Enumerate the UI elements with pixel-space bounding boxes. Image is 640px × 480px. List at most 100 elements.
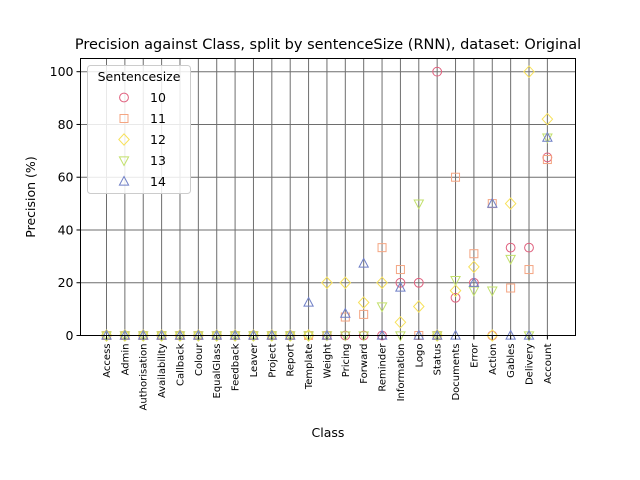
marker-series-12 bbox=[468, 260, 480, 274]
marker-series-14 bbox=[339, 307, 351, 318]
marker-series-13 bbox=[450, 276, 461, 287]
x-tick-label: Delivery bbox=[525, 343, 536, 385]
marker-series-13 bbox=[339, 331, 351, 342]
marker-series-13 bbox=[119, 331, 131, 342]
marker-series-14 bbox=[468, 276, 480, 287]
marker-series-13 bbox=[229, 331, 241, 342]
x-tick-label: Report bbox=[286, 343, 297, 376]
x-tick-label: Leaver bbox=[249, 343, 260, 378]
data-markers bbox=[100, 65, 554, 342]
x-tick-label: Forward bbox=[359, 344, 370, 384]
x-tick-label: Callback bbox=[175, 343, 186, 386]
plot-frame bbox=[80, 58, 576, 336]
marker-series-13 bbox=[505, 254, 517, 266]
marker-series-13 bbox=[321, 331, 333, 342]
x-tick-label: Logo bbox=[414, 344, 425, 368]
marker-series-10 bbox=[450, 292, 461, 303]
marker-series-11 bbox=[359, 309, 369, 319]
legend-label-13: 13 bbox=[150, 153, 166, 168]
x-tick-label: Action bbox=[488, 344, 499, 375]
legend-marker-13 bbox=[118, 156, 130, 167]
x-tick-label: Project bbox=[267, 343, 278, 377]
marker-series-11 bbox=[469, 249, 479, 259]
legend-label-11: 11 bbox=[150, 111, 166, 126]
marker-series-13 bbox=[137, 331, 149, 342]
y-tick-label: 0 bbox=[66, 328, 74, 343]
marker-series-13 bbox=[303, 331, 315, 342]
x-tick-label: Weight bbox=[322, 343, 333, 378]
x-tick-label: Colour bbox=[194, 343, 205, 376]
marker-series-14 bbox=[541, 131, 553, 142]
marker-series-12 bbox=[376, 276, 388, 290]
marker-series-13 bbox=[284, 331, 296, 342]
marker-series-10 bbox=[432, 66, 443, 77]
legend: Sentencesize 10 11 12 13 14 bbox=[87, 65, 191, 194]
x-tick-label: Availability bbox=[157, 343, 168, 398]
x-tick-label: Access bbox=[102, 344, 113, 378]
marker-series-12 bbox=[504, 197, 517, 210]
y-tick-label: 100 bbox=[50, 64, 74, 79]
marker-series-12 bbox=[541, 112, 554, 126]
legend-marker-10 bbox=[119, 92, 129, 103]
legend-label-12: 12 bbox=[150, 132, 166, 147]
x-tick-label: Feedback bbox=[231, 343, 242, 391]
marker-series-13 bbox=[486, 286, 498, 297]
legend-marker-12 bbox=[118, 133, 130, 146]
marker-series-10 bbox=[395, 277, 406, 288]
marker-series-14 bbox=[394, 281, 406, 292]
marker-series-12 bbox=[523, 65, 535, 79]
legend-title: Sentencesize bbox=[98, 69, 181, 84]
marker-series-13 bbox=[431, 331, 443, 342]
marker-series-10 bbox=[413, 277, 424, 288]
marker-series-12 bbox=[394, 315, 407, 329]
x-tick-label: Gables bbox=[506, 344, 517, 378]
y-tick-label: 60 bbox=[58, 170, 74, 185]
y-axis: 0 20 40 60 80 100 bbox=[50, 64, 81, 343]
marker-series-13 bbox=[523, 331, 535, 342]
marker-series-14 bbox=[486, 197, 498, 208]
marker-series-12 bbox=[486, 329, 499, 342]
legend-marker-11 bbox=[119, 114, 129, 123]
marker-series-13 bbox=[541, 133, 553, 144]
marker-series-14 bbox=[358, 257, 370, 268]
x-tick-label: Status bbox=[433, 344, 444, 376]
marker-series-13 bbox=[174, 331, 186, 342]
marker-series-11 bbox=[377, 243, 387, 253]
x-tick-label: Error bbox=[469, 343, 480, 368]
marker-series-12 bbox=[357, 296, 370, 309]
legend-marker-14 bbox=[118, 175, 130, 186]
marker-series-12 bbox=[321, 276, 333, 290]
marker-series-13 bbox=[156, 331, 168, 342]
y-tick-label: 20 bbox=[58, 275, 74, 290]
marker-series-11 bbox=[542, 155, 552, 165]
marker-series-14 bbox=[303, 296, 315, 307]
x-tick-label: Authorisation bbox=[139, 344, 150, 411]
x-tick-label: Documents bbox=[451, 344, 462, 401]
marker-series-13 bbox=[394, 331, 406, 342]
marker-series-13 bbox=[101, 331, 112, 342]
marker-series-11 bbox=[451, 172, 461, 182]
x-tick-label: Reminder bbox=[378, 343, 389, 392]
marker-series-13 bbox=[266, 331, 278, 342]
marker-series-11 bbox=[524, 265, 534, 275]
y-axis-label: Precision (%) bbox=[23, 156, 38, 237]
legend-label-14: 14 bbox=[150, 174, 166, 189]
x-axis-label: Class bbox=[312, 425, 345, 440]
x-tick-label: Admin bbox=[120, 344, 131, 376]
x-tick-label: Template bbox=[304, 344, 315, 391]
y-tick-label: 40 bbox=[58, 222, 74, 237]
x-tick-label: Account bbox=[543, 343, 554, 383]
legend-label-10: 10 bbox=[150, 90, 166, 105]
chart-title: Precision against Class, split by senten… bbox=[75, 37, 581, 53]
marker-series-10 bbox=[505, 242, 516, 253]
marker-series-13 bbox=[248, 331, 259, 342]
marker-series-11 bbox=[395, 265, 405, 275]
marker-series-13 bbox=[468, 286, 480, 297]
marker-series-12 bbox=[412, 300, 425, 313]
x-tick-label: Pricing bbox=[341, 344, 352, 378]
x-tick-label: EqualGlass bbox=[212, 344, 223, 399]
marker-series-11 bbox=[506, 283, 516, 293]
y-tick-label: 80 bbox=[58, 117, 74, 132]
legend-frame bbox=[87, 65, 191, 194]
